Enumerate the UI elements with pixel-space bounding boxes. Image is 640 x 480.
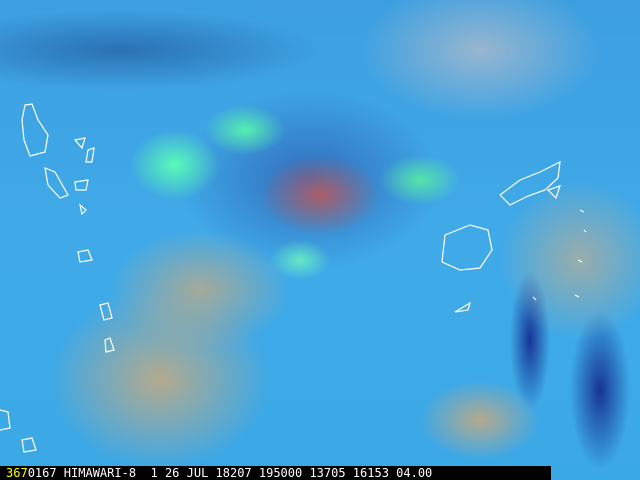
caption-text: 0167 HIMAWARI-8 1 26 JUL 18207 195000 13… xyxy=(27,466,433,480)
image-caption-bar: 3670167 HIMAWARI-8 1 26 JUL 18207 195000… xyxy=(0,466,551,480)
island-outline xyxy=(85,147,95,163)
island-outline xyxy=(454,301,471,313)
island-outline xyxy=(77,249,93,263)
island-outline xyxy=(44,167,69,199)
island-outline xyxy=(73,137,86,150)
island-outline xyxy=(74,179,89,191)
island-outline xyxy=(546,185,561,200)
island-outline xyxy=(99,302,113,321)
island-outline xyxy=(532,209,587,301)
island-outline xyxy=(0,409,11,431)
frame-number: 367 xyxy=(6,466,28,480)
island-outline xyxy=(104,337,115,353)
island-outline xyxy=(499,160,561,206)
island-outline xyxy=(441,224,493,271)
island-outline xyxy=(21,103,49,157)
island-outline xyxy=(21,437,37,453)
island-outline xyxy=(79,203,87,216)
